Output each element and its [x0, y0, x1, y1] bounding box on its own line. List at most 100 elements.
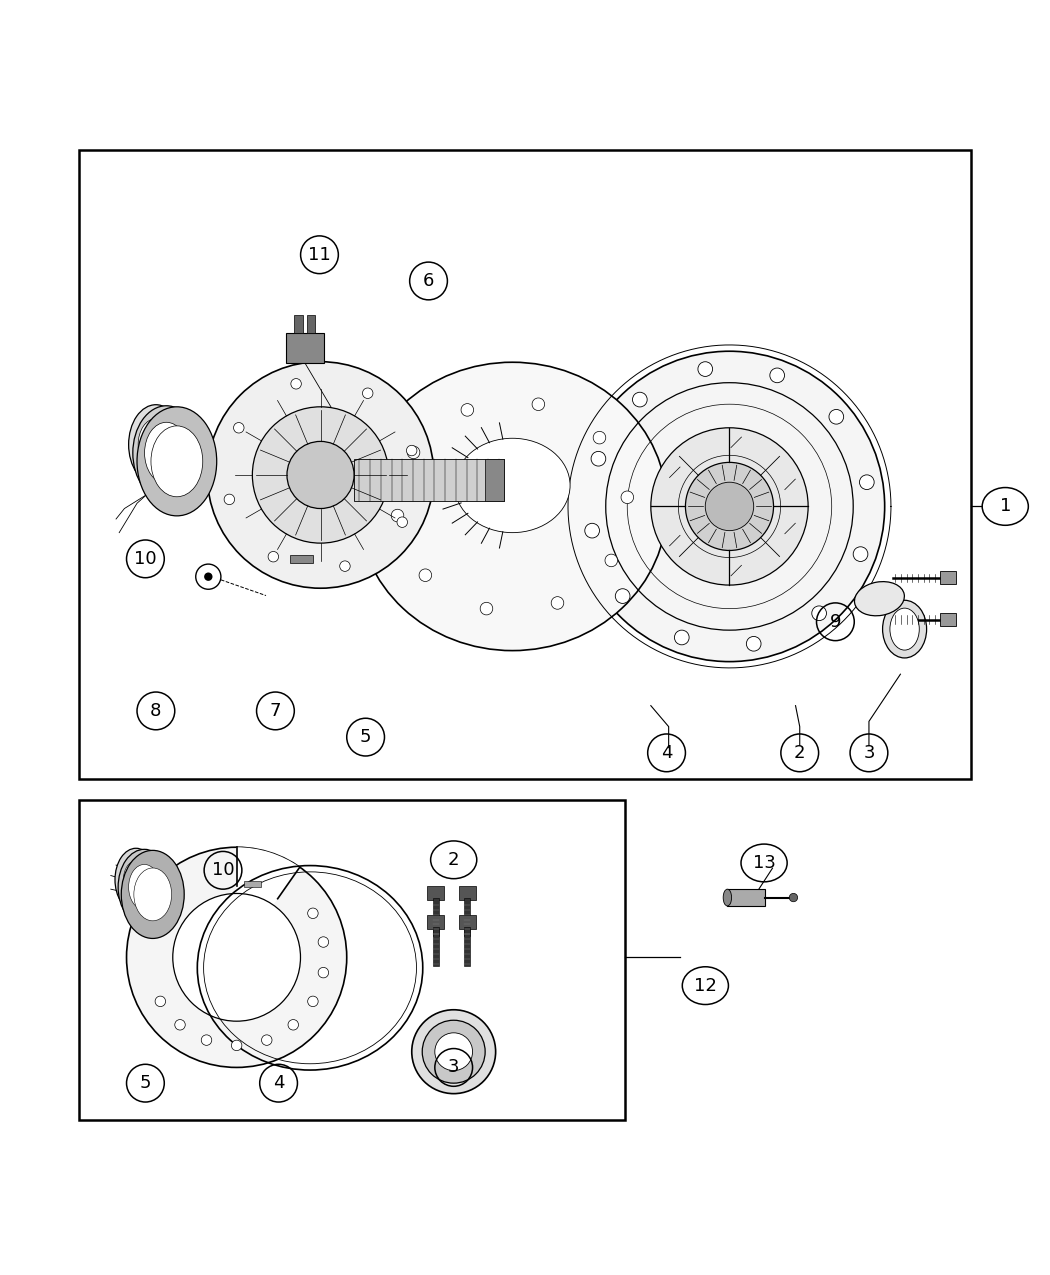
Text: 4: 4 [660, 743, 672, 762]
Circle shape [585, 523, 600, 538]
Text: 2: 2 [448, 850, 460, 868]
Circle shape [318, 968, 329, 978]
Ellipse shape [136, 407, 216, 516]
Bar [940, 613, 956, 626]
Ellipse shape [116, 848, 156, 912]
Bar [427, 915, 444, 929]
Circle shape [231, 1040, 242, 1051]
Circle shape [207, 362, 434, 588]
Circle shape [308, 908, 318, 918]
Circle shape [860, 474, 875, 490]
Circle shape [392, 509, 404, 521]
Ellipse shape [132, 405, 200, 500]
Circle shape [830, 409, 843, 425]
Circle shape [770, 368, 784, 382]
Circle shape [173, 894, 300, 1021]
Circle shape [790, 894, 798, 901]
Ellipse shape [883, 601, 926, 658]
Circle shape [461, 404, 474, 416]
Wedge shape [236, 847, 300, 958]
Ellipse shape [133, 868, 171, 921]
Circle shape [698, 362, 713, 376]
Circle shape [233, 422, 244, 434]
Circle shape [291, 379, 301, 389]
Circle shape [397, 516, 407, 528]
Circle shape [632, 393, 647, 407]
Ellipse shape [855, 581, 904, 616]
Text: 6: 6 [423, 272, 435, 289]
Bar [307, 315, 315, 333]
Ellipse shape [151, 426, 203, 497]
Bar [459, 915, 476, 929]
Text: 11: 11 [308, 246, 331, 264]
Bar [464, 898, 470, 936]
Ellipse shape [890, 608, 920, 650]
Circle shape [435, 1033, 472, 1071]
Bar [433, 927, 439, 965]
Bar [294, 315, 302, 333]
Circle shape [202, 1035, 212, 1046]
Circle shape [574, 351, 885, 662]
Circle shape [340, 561, 351, 571]
Circle shape [422, 1020, 485, 1084]
Circle shape [155, 996, 166, 1006]
Circle shape [308, 996, 318, 1006]
Ellipse shape [145, 422, 188, 483]
Circle shape [224, 495, 234, 505]
Circle shape [407, 446, 420, 459]
Circle shape [318, 937, 329, 947]
Circle shape [204, 572, 212, 581]
Text: 3: 3 [863, 743, 875, 762]
Text: 12: 12 [694, 977, 717, 994]
Circle shape [593, 431, 606, 444]
Circle shape [127, 847, 346, 1067]
Circle shape [812, 606, 826, 621]
Bar [427, 886, 444, 900]
Circle shape [605, 555, 617, 566]
Text: 10: 10 [212, 862, 234, 880]
Ellipse shape [124, 861, 148, 899]
Circle shape [747, 636, 761, 652]
Text: 3: 3 [448, 1058, 460, 1076]
Text: 8: 8 [150, 703, 162, 720]
Bar [286, 333, 323, 363]
Circle shape [252, 407, 388, 543]
Ellipse shape [119, 849, 170, 924]
Circle shape [480, 602, 492, 615]
Circle shape [268, 552, 278, 562]
Bar [80, 150, 970, 779]
Circle shape [674, 630, 689, 645]
Text: 10: 10 [134, 550, 156, 567]
Circle shape [287, 441, 354, 509]
Circle shape [406, 445, 417, 455]
Circle shape [706, 482, 754, 530]
Circle shape [362, 388, 373, 399]
Circle shape [621, 491, 633, 504]
Bar [244, 881, 260, 887]
Ellipse shape [122, 850, 184, 938]
Bar [80, 799, 625, 1119]
Text: 5: 5 [360, 728, 372, 746]
Text: 4: 4 [273, 1074, 285, 1093]
Circle shape [532, 398, 545, 411]
Circle shape [686, 463, 774, 551]
Circle shape [412, 1010, 496, 1094]
Text: 2: 2 [794, 743, 805, 762]
Ellipse shape [455, 439, 570, 533]
Bar [290, 555, 313, 564]
Circle shape [651, 428, 808, 585]
Bar [433, 898, 439, 936]
Circle shape [261, 1035, 272, 1046]
Circle shape [615, 589, 630, 603]
Circle shape [551, 597, 564, 609]
Bar [464, 927, 470, 965]
Ellipse shape [128, 864, 160, 910]
Text: 13: 13 [753, 854, 776, 872]
Circle shape [591, 451, 606, 467]
Text: 9: 9 [830, 613, 841, 631]
Ellipse shape [139, 418, 173, 470]
Circle shape [174, 1020, 185, 1030]
Circle shape [195, 564, 220, 589]
Bar [728, 889, 765, 907]
Text: 5: 5 [140, 1074, 151, 1093]
